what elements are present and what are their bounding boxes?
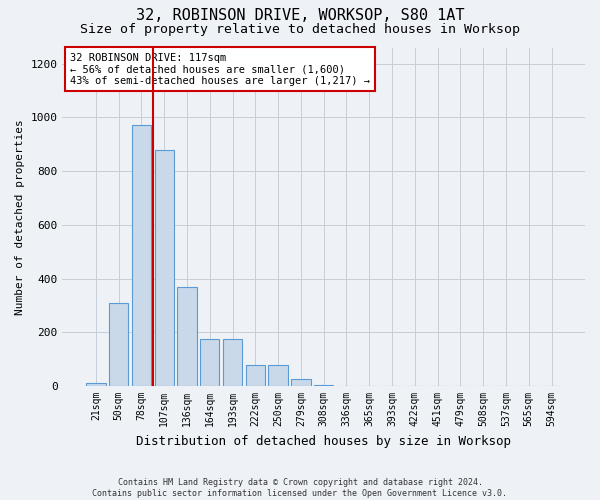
Bar (245, 364, 265, 386)
Text: 32, ROBINSON DRIVE, WORKSOP, S80 1AT: 32, ROBINSON DRIVE, WORKSOP, S80 1AT (136, 8, 464, 22)
Bar (314, 384, 334, 386)
Bar (291, 380, 311, 386)
Text: Size of property relative to detached houses in Worksop: Size of property relative to detached ho… (80, 22, 520, 36)
Text: 32 ROBINSON DRIVE: 117sqm
← 56% of detached houses are smaller (1,600)
43% of se: 32 ROBINSON DRIVE: 117sqm ← 56% of detac… (70, 52, 370, 86)
Text: Contains HM Land Registry data © Crown copyright and database right 2024.
Contai: Contains HM Land Registry data © Crown c… (92, 478, 508, 498)
Bar (268, 364, 288, 386)
Bar (223, 339, 242, 386)
Bar (132, 126, 151, 386)
X-axis label: Distribution of detached houses by size in Worksop: Distribution of detached houses by size … (136, 434, 511, 448)
Bar (86, 384, 106, 386)
Bar (178, 286, 197, 386)
Bar (155, 150, 174, 386)
Bar (200, 339, 220, 386)
Bar (109, 303, 128, 386)
Y-axis label: Number of detached properties: Number of detached properties (15, 119, 25, 314)
